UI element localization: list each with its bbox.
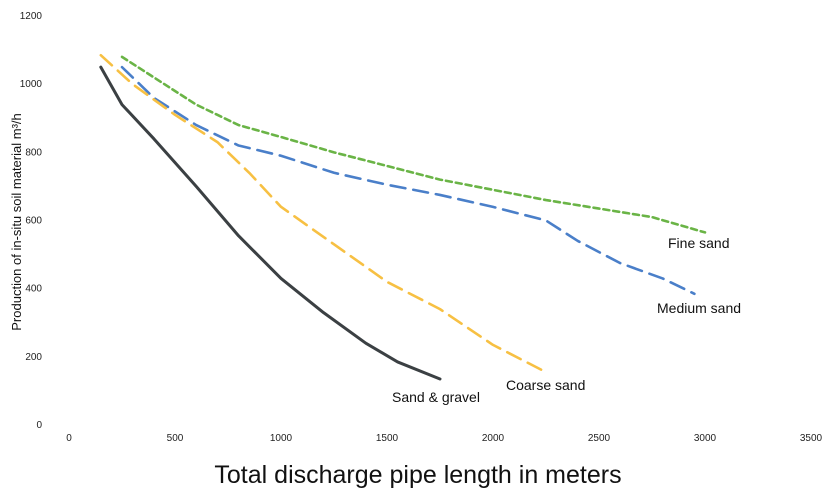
x-tick-label: 3000 [694, 433, 717, 444]
y-tick-label: 400 [25, 284, 42, 295]
series-line-fine-sand [120, 55, 707, 234]
y-tick-label: 0 [36, 420, 42, 431]
series-label-coarse-sand: Coarse sand [506, 377, 585, 393]
y-tick-label: 200 [25, 352, 42, 363]
y-axis-label: Production of in-situ soil material m³/h [9, 113, 24, 330]
series-lines [99, 53, 707, 381]
series-line-coarse-sand [99, 53, 548, 374]
series-label-sand-gravel: Sand & gravel [392, 389, 480, 405]
x-tick-label: 1000 [270, 433, 293, 444]
series-label-medium-sand: Medium sand [657, 300, 741, 316]
y-tick-label: 800 [25, 147, 42, 158]
series-line-medium-sand [120, 65, 696, 296]
x-tick-label: 500 [167, 433, 184, 444]
x-tick-label: 1500 [376, 433, 399, 444]
y-axis-ticks: 0 200 400 600 800 1000 1200 [20, 11, 43, 431]
y-tick-label: 1200 [20, 11, 43, 22]
x-tick-label: 3500 [800, 433, 823, 444]
series-line-sand-gravel [99, 65, 442, 381]
y-tick-label: 600 [25, 216, 42, 227]
x-axis-ticks: 0 500 1000 1500 2000 2500 3000 3500 [66, 433, 822, 444]
x-tick-label: 0 [66, 433, 72, 444]
x-tick-label: 2000 [482, 433, 505, 444]
y-tick-label: 1000 [20, 79, 43, 90]
series-label-fine-sand: Fine sand [668, 235, 729, 251]
x-axis-label: Total discharge pipe length in meters [214, 461, 621, 489]
x-tick-label: 2500 [588, 433, 611, 444]
